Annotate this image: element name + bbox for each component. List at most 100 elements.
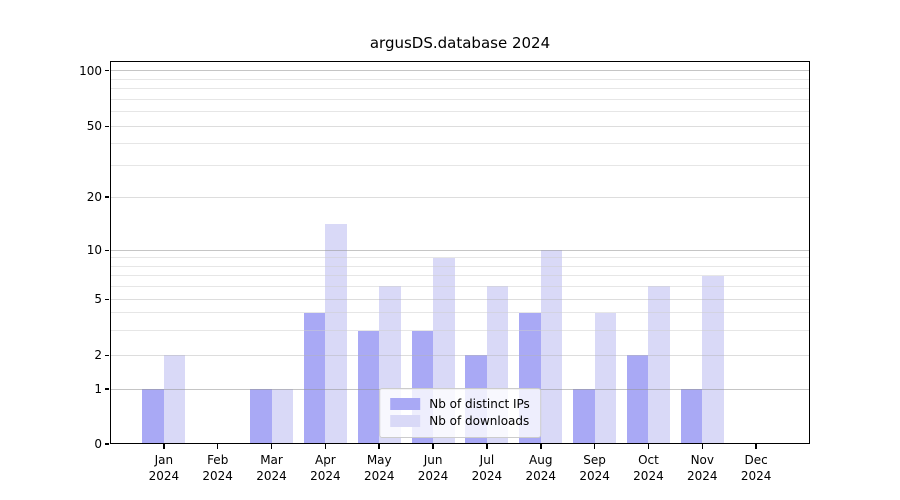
gridline-minor: [110, 265, 810, 267]
x-tick-mark-aug: [540, 444, 542, 449]
x-tick-label-may: May 2024: [347, 453, 411, 484]
x-tick-year: 2024: [633, 468, 664, 483]
x-tick-label-sep: Sep 2024: [563, 453, 627, 484]
x-tick-mark-sep: [593, 444, 596, 449]
bar-distinct-ips-jan: [142, 389, 164, 444]
x-tick-mark-feb: [216, 444, 219, 449]
x-tick-month: May: [366, 453, 392, 467]
bar-downloads-jan: [163, 355, 186, 444]
bar-distinct-ips-apr: [303, 312, 326, 444]
x-tick-mark-may: [378, 444, 380, 449]
bar-downloads-oct: [648, 286, 670, 444]
y-tick-mark-100: [104, 69, 109, 72]
bar-distinct-ips-mar: [250, 389, 272, 444]
bar-downloads-nov: [702, 275, 724, 444]
y-tick-mark-2: [104, 354, 109, 357]
bar-distinct-ips-oct: [626, 355, 649, 444]
x-tick-year: 2024: [417, 468, 449, 483]
gridline-minor: [110, 78, 810, 80]
x-tick-mark-mar: [270, 444, 273, 449]
y-tick-mark-0: [104, 443, 109, 445]
x-tick-label-jul: Jul 2024: [455, 453, 519, 484]
x-tick-mark-oct: [647, 444, 650, 449]
x-tick-year: 2024: [202, 468, 233, 483]
x-tick-month: Oct: [638, 453, 659, 467]
x-tick-label-dec: Dec 2024: [724, 453, 788, 484]
legend: Nb of distinct IPs Nb of downloads: [379, 388, 541, 438]
y-tick-mark-50: [104, 125, 109, 128]
gridline-labeled: [110, 354, 810, 356]
gridline-minor: [110, 88, 810, 90]
x-tick-year: 2024: [256, 468, 287, 483]
x-tick-month: Dec: [744, 453, 768, 467]
x-tick-year: 2024: [687, 468, 718, 483]
x-tick-mark-nov: [701, 444, 704, 449]
y-tick-label-1: 1: [94, 382, 102, 396]
legend-swatch-distinct-ips: [390, 398, 421, 410]
x-tick-label-oct: Oct 2024: [616, 453, 680, 484]
x-tick-year: 2024: [310, 468, 341, 483]
x-tick-year: 2024: [471, 468, 503, 483]
x-tick-month: Sep: [583, 453, 606, 467]
y-tick-label-10: 10: [86, 243, 102, 258]
gridline-minor: [110, 98, 810, 100]
x-tick-month: Jul: [479, 453, 495, 467]
x-tick-label-apr: Apr 2024: [293, 453, 357, 484]
y-tick-mark-20: [104, 196, 109, 198]
gridline-major: [110, 70, 810, 72]
bar-downloads-sep: [594, 312, 617, 444]
y-tick-label-100: 100: [79, 63, 102, 78]
chart-title: argusDS.database 2024: [369, 34, 551, 52]
gridline-minor: [110, 275, 810, 276]
x-tick-month: Mar: [260, 453, 283, 467]
gridline-minor: [110, 312, 810, 314]
x-tick-month: Jun: [423, 453, 443, 467]
gridline-minor: [110, 257, 810, 259]
bar-downloads-mar: [271, 389, 294, 444]
x-tick-month: Aug: [529, 453, 553, 467]
plot-area: Nb of distinct IPs Nb of downloads: [110, 61, 810, 444]
y-tick-label-2: 2: [94, 348, 102, 363]
legend-label-distinct-ips: Nb of distinct IPs: [429, 397, 530, 411]
gridline-minor: [110, 143, 810, 145]
bar-distinct-ips-nov: [680, 389, 703, 444]
x-tick-mark-jan: [163, 444, 165, 449]
x-tick-mark-apr: [324, 444, 327, 449]
y-tick-label-5: 5: [94, 292, 102, 307]
x-tick-month: Nov: [690, 453, 714, 467]
legend-item-distinct-ips: Nb of distinct IPs: [390, 397, 530, 411]
gridline-minor: [110, 111, 810, 113]
gridline-minor: [110, 165, 810, 167]
legend-item-downloads: Nb of downloads: [390, 414, 530, 428]
x-tick-year: 2024: [363, 468, 395, 483]
legend-label-downloads: Nb of downloads: [429, 414, 530, 428]
gridline-labeled: [110, 298, 810, 300]
y-tick-mark-10: [104, 249, 109, 252]
x-tick-year: 2024: [148, 468, 180, 483]
y-tick-mark-1: [104, 388, 109, 390]
x-tick-mark-dec: [755, 444, 757, 449]
x-tick-mark-jun: [432, 444, 434, 449]
y-tick-label-0: 0: [94, 437, 102, 451]
x-tick-label-jan: Jan 2024: [132, 453, 196, 484]
x-tick-year: 2024: [579, 468, 610, 483]
x-tick-month: Jan: [154, 453, 174, 467]
gridline-labeled: [110, 125, 810, 127]
x-tick-label-nov: Nov 2024: [670, 453, 734, 484]
x-tick-year: 2024: [740, 468, 772, 483]
gridline-major: [110, 249, 810, 251]
y-tick-label-20: 20: [86, 190, 102, 204]
x-tick-month: Feb: [207, 453, 229, 467]
x-tick-year: 2024: [525, 468, 557, 483]
gridline-labeled: [110, 196, 810, 198]
gridline-minor: [110, 285, 810, 287]
legend-swatch-downloads: [390, 415, 421, 427]
x-tick-label-mar: Mar 2024: [240, 453, 304, 484]
gridline-minor: [110, 330, 810, 332]
y-tick-label-50: 50: [86, 119, 102, 134]
x-tick-mark-jul: [486, 444, 488, 449]
bar-distinct-ips-may: [357, 330, 380, 444]
y-tick-mark-5: [104, 298, 109, 301]
x-tick-month: Apr: [314, 453, 336, 467]
